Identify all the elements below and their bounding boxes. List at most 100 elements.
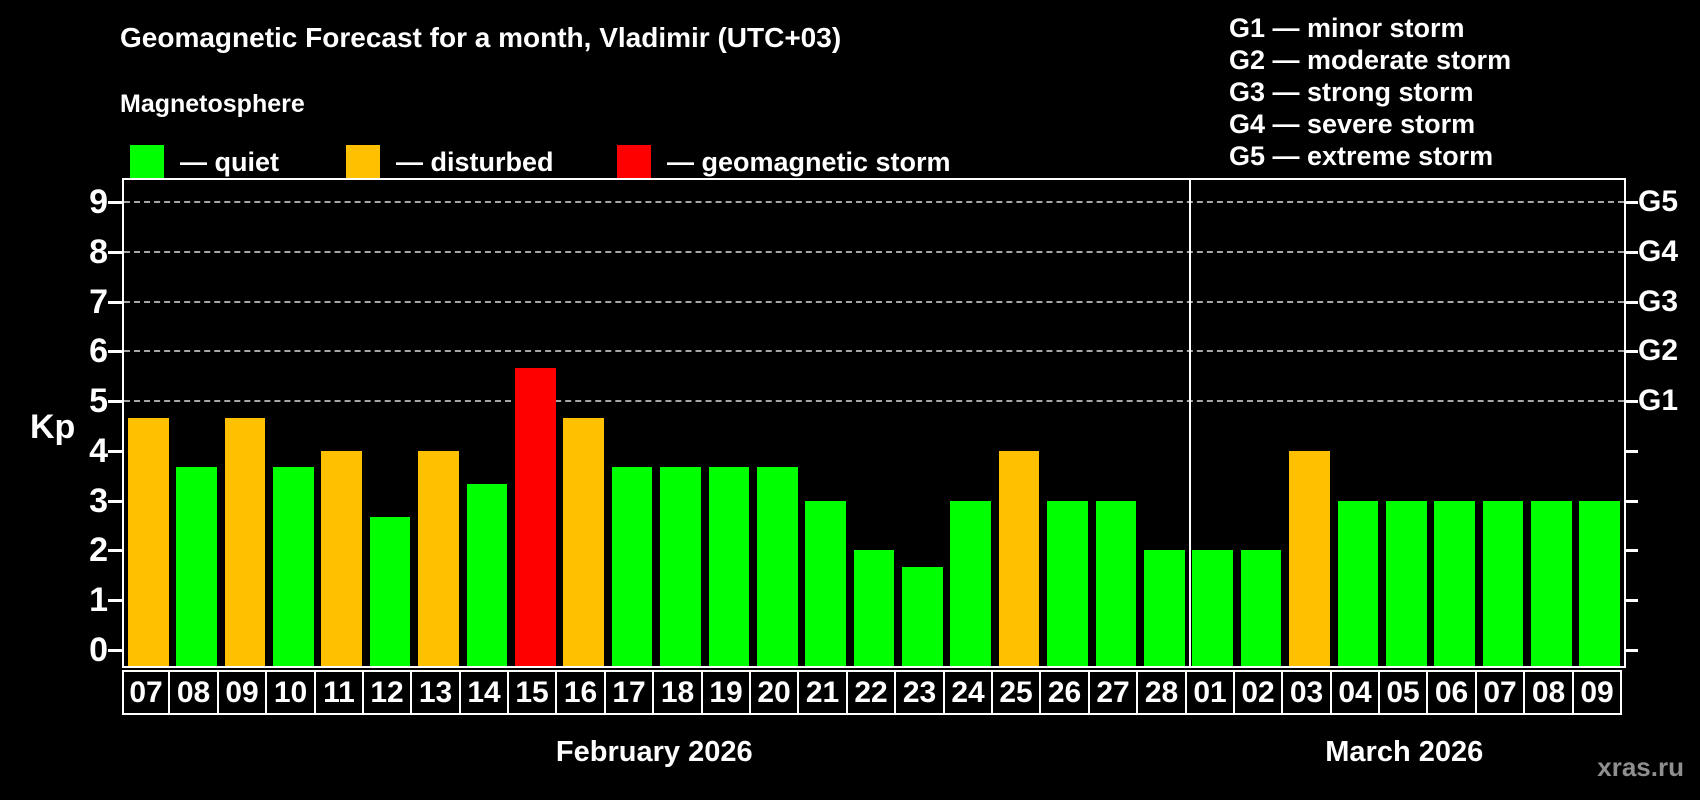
- day-cell: 19: [703, 670, 751, 715]
- right-axis-tick: [1624, 449, 1638, 453]
- x-axis-day-labels: 07 08 09 10 11 12 13 14 15 16 17 18 19 20 21 22 23 24 25 26…: [122, 670, 1626, 715]
- day-cell: 02: [1235, 670, 1283, 715]
- day-cell: 12: [364, 670, 412, 715]
- g-level-label-G3: G3: [1638, 284, 1679, 318]
- g-level-label-G4: G4: [1638, 234, 1679, 268]
- kp-bar-day-11: [321, 450, 363, 666]
- storm-scale-line: G2 — moderate storm: [1229, 45, 1512, 75]
- left-axis-tick: [108, 449, 122, 453]
- legend-label-storm: — geomagnetic storm: [667, 147, 951, 177]
- y-axis-label: Kp: [30, 408, 76, 446]
- left-axis-tick: [108, 250, 122, 254]
- day-cell: 04: [1332, 670, 1380, 715]
- right-axis-tick: [1624, 200, 1638, 204]
- day-cell: 16: [557, 670, 606, 715]
- day-cell: 20: [751, 670, 799, 715]
- right-axis-tick: [1624, 250, 1638, 254]
- day-cell: 21: [799, 670, 848, 715]
- day-cell: 15: [509, 670, 557, 715]
- day-cell: 17: [606, 670, 654, 715]
- kp-bar-day-12: [369, 517, 411, 666]
- gridline-kp-9: [124, 200, 1624, 203]
- day-cell: 23: [896, 670, 945, 715]
- kp-bar-day-26: [1047, 500, 1088, 666]
- y-tick-label-8: 8: [89, 232, 108, 271]
- kp-bar-day-25: [998, 450, 1040, 666]
- kp-bar-day-07: [127, 417, 169, 666]
- kp-bar-day-23: [902, 566, 943, 666]
- y-tick-label-6: 6: [89, 332, 108, 371]
- magnetosphere-legend: — quiet — disturbed — geomagnetic storm: [0, 144, 1700, 184]
- kp-bar-day-18: [660, 467, 701, 666]
- day-cell: 05: [1380, 670, 1428, 715]
- chart-title: Geomagnetic Forecast for a month, Vladim…: [120, 22, 842, 53]
- day-cell: 22: [848, 670, 896, 715]
- day-cell: 11: [316, 670, 364, 715]
- kp-bar-day-07: [1482, 500, 1524, 666]
- y-tick-label-9: 9: [89, 182, 108, 221]
- kp-bar-day-19: [708, 467, 750, 666]
- gridline-kp-7: [124, 300, 1624, 303]
- kp-bar-day-16: [563, 417, 604, 666]
- right-axis-tick: [1624, 400, 1638, 404]
- storm-scale-line: G1 — minor storm: [1229, 13, 1465, 43]
- g-level-label-G2: G2: [1638, 334, 1679, 368]
- kp-bar-day-13: [418, 450, 459, 666]
- g-level-label-G5: G5: [1638, 184, 1679, 218]
- kp-bar-day-03: [1289, 450, 1330, 666]
- kp-bar-day-21: [805, 500, 846, 666]
- left-axis-tick: [108, 350, 122, 354]
- legend-label-disturbed: — disturbed: [396, 147, 554, 177]
- day-cell: 06: [1428, 670, 1477, 715]
- day-cell: 28: [1138, 670, 1187, 715]
- day-cell: 25: [993, 670, 1041, 715]
- right-axis-tick: [1624, 300, 1638, 304]
- legend-swatch-storm: [617, 145, 651, 181]
- storm-scale-line: G4 — severe storm: [1229, 109, 1476, 139]
- kp-bar-day-20: [756, 467, 798, 666]
- right-axis-tick: [1624, 499, 1638, 503]
- left-axis-tick: [108, 599, 122, 603]
- kp-bar-day-01: [1192, 550, 1234, 666]
- month-separator-line: [1189, 180, 1191, 666]
- kp-bar-day-10: [273, 467, 314, 666]
- gridline-kp-5: [124, 400, 1624, 403]
- day-cell: 08: [1525, 670, 1574, 715]
- day-cell: 01: [1187, 670, 1235, 715]
- kp-bar-day-05: [1385, 500, 1427, 666]
- day-cell: 24: [945, 670, 993, 715]
- day-cell: 03: [1283, 670, 1332, 715]
- kp-bar-day-17: [611, 467, 653, 666]
- kp-bar-day-09: [224, 417, 266, 666]
- day-cell: 18: [654, 670, 703, 715]
- kp-bar-day-02: [1240, 550, 1282, 666]
- day-cell: 09: [219, 670, 267, 715]
- kp-bar-day-28: [1144, 550, 1185, 666]
- legend-swatch-disturbed: [346, 145, 380, 181]
- left-axis-tick: [108, 499, 122, 503]
- y-tick-label-2: 2: [89, 531, 108, 570]
- y-tick-label-1: 1: [89, 581, 108, 620]
- kp-bar-day-06: [1434, 500, 1475, 666]
- kp-bar-day-22: [853, 550, 895, 666]
- day-cell: 09: [1574, 670, 1622, 715]
- left-axis-tick: [108, 300, 122, 304]
- right-axis-tick: [1624, 549, 1638, 553]
- y-tick-label-4: 4: [89, 431, 108, 470]
- kp-bar-day-14: [466, 484, 508, 666]
- legend-swatch-quiet: [130, 145, 164, 181]
- kp-bar-day-08: [176, 467, 217, 666]
- day-cell: 13: [412, 670, 461, 715]
- left-axis-tick: [108, 649, 122, 652]
- kp-bar-day-24: [950, 500, 992, 666]
- y-tick-label-3: 3: [89, 481, 108, 520]
- watermark: xras.ru: [1597, 752, 1684, 782]
- left-axis-tick: [108, 200, 122, 204]
- day-cell: 07: [122, 670, 170, 715]
- y-tick-label-7: 7: [89, 282, 108, 321]
- legend-label-quiet: — quiet: [180, 147, 279, 177]
- magnetosphere-legend-title: Magnetosphere: [120, 90, 305, 118]
- storm-scale-legend: G1 — minor storm G2 — moderate storm G3 — …: [1229, 12, 1511, 172]
- kp-bar-day-27: [1095, 500, 1137, 666]
